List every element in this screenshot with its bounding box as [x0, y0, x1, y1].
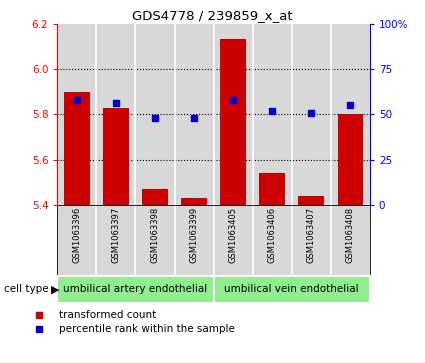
Bar: [221, 40, 246, 205]
Bar: [175, 24, 213, 205]
Text: GSM1063399: GSM1063399: [190, 207, 198, 263]
Bar: [96, 24, 136, 205]
Text: umbilical artery endothelial: umbilical artery endothelial: [63, 285, 207, 294]
Bar: [252, 24, 292, 205]
Text: ▶: ▶: [51, 285, 60, 294]
Bar: [213, 205, 252, 276]
Bar: [57, 276, 213, 303]
Text: GSM1063396: GSM1063396: [72, 207, 82, 264]
Bar: [292, 24, 331, 205]
Bar: [331, 24, 370, 205]
Text: transformed count: transformed count: [60, 310, 157, 321]
Bar: [213, 276, 370, 303]
Bar: [337, 114, 363, 205]
Bar: [142, 189, 168, 205]
Text: GSM1063407: GSM1063407: [307, 207, 316, 263]
Text: cell type: cell type: [4, 285, 49, 294]
Bar: [331, 205, 370, 276]
Text: GSM1063408: GSM1063408: [346, 207, 355, 263]
Bar: [103, 107, 129, 205]
Text: umbilical vein endothelial: umbilical vein endothelial: [224, 285, 359, 294]
Bar: [64, 91, 90, 205]
Bar: [259, 174, 285, 205]
Text: GDS4778 / 239859_x_at: GDS4778 / 239859_x_at: [132, 9, 293, 22]
Bar: [136, 24, 175, 205]
Bar: [252, 205, 292, 276]
Text: GSM1063405: GSM1063405: [229, 207, 238, 263]
Bar: [213, 24, 252, 205]
Bar: [175, 205, 213, 276]
Text: percentile rank within the sample: percentile rank within the sample: [60, 324, 235, 334]
Text: GSM1063397: GSM1063397: [111, 207, 120, 264]
Bar: [298, 196, 324, 205]
Bar: [96, 205, 136, 276]
Bar: [57, 205, 96, 276]
Bar: [57, 24, 96, 205]
Text: GSM1063398: GSM1063398: [150, 207, 159, 264]
Text: GSM1063406: GSM1063406: [268, 207, 277, 263]
Bar: [136, 205, 175, 276]
Bar: [181, 198, 207, 205]
Bar: [292, 205, 331, 276]
